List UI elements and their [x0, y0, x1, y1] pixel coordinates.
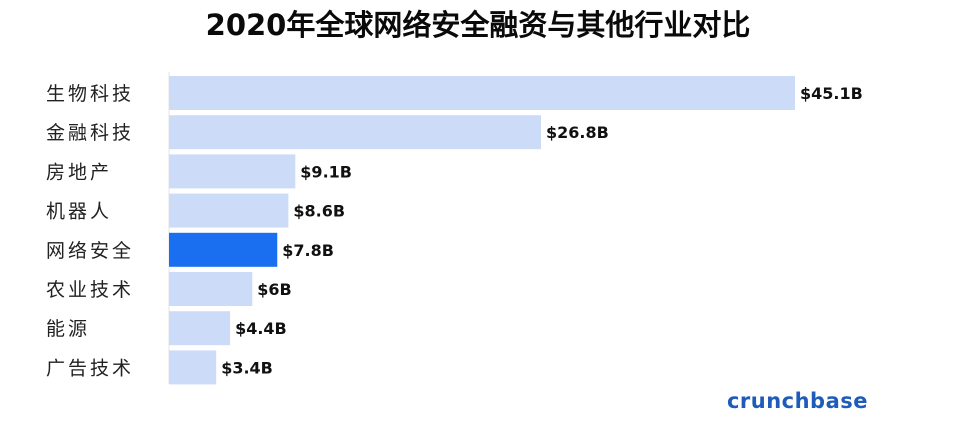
bar-5 [169, 272, 253, 306]
category-label: 能源 [46, 318, 90, 340]
value-label: $3.4B [221, 358, 273, 377]
value-label: $26.8B [546, 123, 609, 142]
category-label: 生物科技 [46, 83, 134, 105]
bar-2 [169, 154, 296, 189]
category-label: 广告技术 [46, 357, 134, 379]
chart-title: 2020年全球网络安全融资与其他行业对比 [205, 8, 751, 42]
value-label: $4.4B [235, 319, 287, 338]
value-label: $8.6B [293, 202, 345, 221]
category-label: 农业技术 [46, 279, 134, 301]
bar-0 [169, 76, 795, 110]
category-label: 网络安全 [46, 240, 134, 262]
category-label: 机器人 [46, 201, 112, 223]
bar-4 [169, 232, 278, 267]
value-label: $9.1B [300, 162, 352, 181]
crunchbase-logo: crunchbase [726, 389, 868, 413]
bar-3 [169, 193, 289, 228]
value-label: $6B [257, 280, 291, 299]
category-label: 金融科技 [46, 122, 134, 144]
bar-7 [169, 350, 217, 385]
bar-1 [169, 115, 541, 150]
category-label: 房地产 [46, 161, 112, 183]
value-label: $45.1B [800, 84, 863, 103]
bar-6 [169, 311, 231, 346]
value-label: $7.8B [282, 241, 334, 260]
